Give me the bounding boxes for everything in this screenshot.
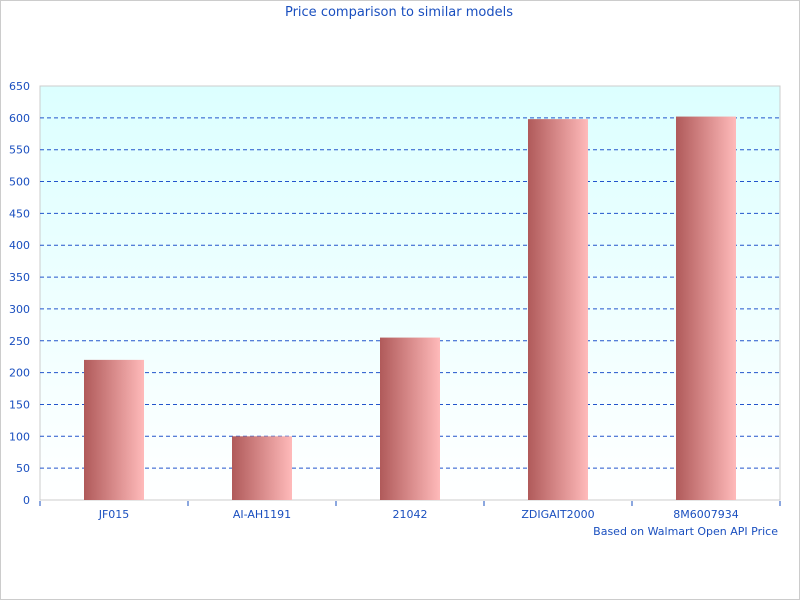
y-tick-label: 650 [9, 80, 30, 93]
y-tick-label: 500 [9, 176, 30, 189]
x-tick-label: 21042 [393, 508, 428, 521]
y-tick-label: 0 [23, 494, 30, 507]
chart-title: Price comparison to similar models [285, 5, 513, 20]
x-tick-label: ZDIGAIT2000 [521, 508, 594, 521]
y-tick-label: 50 [16, 462, 30, 475]
x-tick-label: AI-AH1191 [233, 508, 291, 521]
y-tick-label: 300 [9, 303, 30, 316]
y-tick-label: 450 [9, 207, 30, 220]
bar [528, 119, 588, 501]
y-tick-label: 150 [9, 398, 30, 411]
bar [232, 436, 292, 500]
y-tick-label: 200 [9, 367, 30, 380]
x-tick-label: JF015 [98, 508, 130, 521]
bar [676, 116, 736, 500]
y-tick-label: 100 [9, 430, 30, 443]
x-tick-label: 8M6007934 [673, 508, 738, 521]
bar [84, 359, 144, 500]
y-tick-label: 600 [9, 112, 30, 125]
y-tick-label: 350 [9, 271, 30, 284]
bar [380, 337, 440, 500]
y-tick-label: 550 [9, 144, 30, 157]
y-tick-label: 400 [9, 239, 30, 252]
chart-footnote: Based on Walmart Open API Price [593, 525, 778, 538]
y-tick-label: 250 [9, 335, 30, 348]
